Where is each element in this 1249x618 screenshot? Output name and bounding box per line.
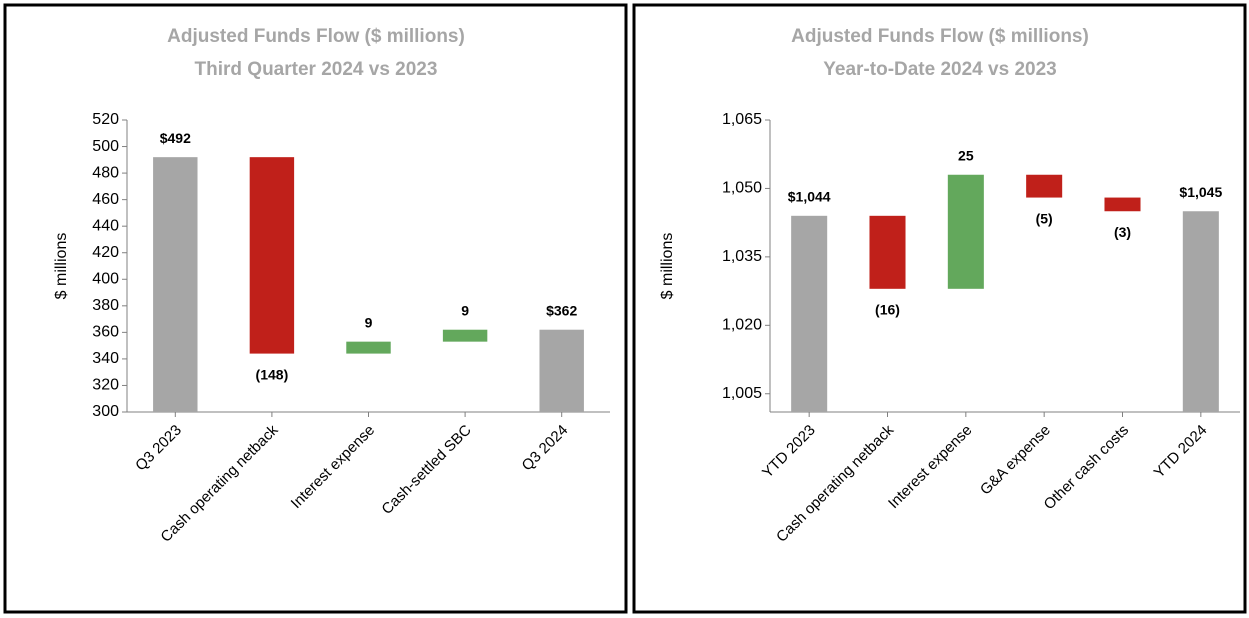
x-tick-label: G&A expense [977, 422, 1054, 499]
x-tick-label: YTD 2024 [1151, 422, 1211, 482]
x-tick-label: Interest expense [288, 422, 378, 512]
bar [442, 329, 488, 342]
bar [1182, 211, 1219, 412]
y-axis-label: $ millions [53, 233, 70, 300]
y-tick-label: 480 [92, 164, 119, 181]
y-tick-label: 340 [92, 350, 119, 367]
value-label: $492 [160, 130, 191, 146]
chart-title: Adjusted Funds Flow ($ millions) [791, 26, 1089, 47]
y-tick-label: 360 [92, 324, 119, 341]
y-tick-label: 400 [92, 270, 119, 287]
y-tick-label: 1,035 [722, 248, 762, 265]
x-tick-label: Cash-settled SBC [378, 421, 474, 517]
panel-border [632, 3, 1247, 614]
bar [869, 215, 906, 289]
value-label: (3) [1114, 224, 1131, 240]
bar [947, 174, 984, 289]
value-label: $1,044 [788, 189, 831, 205]
y-tick-label: 460 [92, 191, 119, 208]
y-tick-label: 420 [92, 244, 119, 261]
x-tick-label: Interest expense [885, 422, 975, 512]
x-tick-label: Q3 2024 [519, 422, 572, 475]
y-tick-label: 1,050 [722, 180, 762, 197]
y-tick-label: 320 [92, 377, 119, 394]
value-label: 25 [958, 147, 974, 163]
x-tick-label: Other cash costs [1041, 422, 1133, 514]
bar [346, 341, 391, 354]
y-tick-label: 440 [92, 217, 119, 234]
bar [1104, 197, 1141, 212]
value-label: 9 [461, 302, 469, 318]
bar [539, 329, 584, 412]
bar [791, 215, 828, 412]
bar [153, 157, 198, 412]
bar [1026, 174, 1063, 198]
y-tick-label: 1,005 [722, 385, 762, 402]
chart-subtitle: Third Quarter 2024 vs 2023 [195, 59, 438, 80]
y-axis-label: $ millions [659, 233, 676, 300]
y-tick-label: 500 [92, 138, 119, 155]
x-tick-label: YTD 2023 [759, 422, 819, 482]
value-label: (5) [1036, 210, 1053, 226]
chart-title: Adjusted Funds Flow ($ millions) [167, 26, 465, 47]
value-label: $1,045 [1179, 184, 1222, 200]
y-tick-label: 1,065 [722, 111, 762, 128]
y-tick-label: 300 [92, 403, 119, 420]
panel-border [3, 3, 628, 614]
value-label: (148) [256, 366, 289, 382]
bar [249, 157, 295, 354]
y-tick-label: 520 [92, 111, 119, 128]
chart-subtitle: Year-to-Date 2024 vs 2023 [823, 59, 1056, 80]
value-label: (16) [875, 302, 900, 318]
value-label: 9 [365, 314, 373, 330]
y-tick-label: 380 [92, 297, 119, 314]
value-label: $362 [546, 302, 577, 318]
y-tick-label: 1,020 [722, 317, 762, 334]
x-tick-label: Q3 2023 [132, 422, 185, 475]
